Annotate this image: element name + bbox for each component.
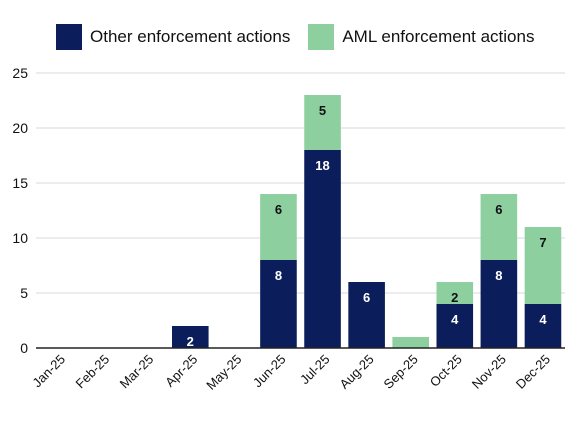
- bar-other: [260, 260, 297, 348]
- data-label-aml: 5: [319, 103, 326, 118]
- bar-other: [480, 260, 518, 348]
- bar-aml: [260, 194, 297, 260]
- data-label-other: 4: [451, 312, 459, 327]
- bar-aml: [436, 282, 474, 304]
- x-tick-label: Oct-25: [427, 352, 465, 390]
- x-tick-label: Apr-25: [162, 352, 200, 390]
- data-label-other: 2: [187, 334, 194, 349]
- y-tick-label: 10: [12, 230, 28, 246]
- bar-other: [304, 150, 341, 348]
- legend-label-other: Other enforcement actions: [90, 27, 291, 46]
- x-tick-label: Jan-25: [29, 352, 68, 391]
- y-tick-label: 0: [20, 340, 28, 356]
- bar-other: [348, 282, 385, 348]
- bar-other: [171, 326, 209, 348]
- legend-item-aml: AML enforcement actions: [308, 24, 534, 50]
- bar-other: [436, 304, 474, 348]
- data-label-other: 8: [495, 268, 502, 283]
- x-tick-label: Sep-25: [381, 352, 421, 392]
- data-label-aml: 7: [539, 235, 546, 250]
- bar-other: [524, 304, 562, 348]
- x-tick-label: Nov-25: [469, 352, 509, 392]
- legend-swatch-other: [56, 24, 82, 50]
- y-tick-label: 25: [12, 65, 28, 81]
- x-tick-label: Jul-25: [297, 352, 333, 388]
- x-tick-label: Dec-25: [513, 352, 553, 392]
- data-label-other: 18: [315, 158, 329, 173]
- bar-aml: [304, 95, 341, 150]
- x-tick-label: Jun-25: [250, 352, 289, 391]
- chart-legend: Other enforcement actions AML enforcemen…: [56, 24, 534, 50]
- bar-aml: [524, 227, 562, 304]
- data-label-aml: 6: [275, 202, 282, 217]
- x-tick-label: May-25: [203, 352, 244, 393]
- data-label-other: 6: [363, 290, 370, 305]
- y-tick-label: 20: [12, 120, 28, 136]
- x-tick-label: Mar-25: [117, 352, 157, 392]
- legend-swatch-aml: [308, 24, 335, 50]
- y-tick-label: 15: [12, 175, 28, 191]
- y-tick-label: 5: [20, 285, 28, 301]
- bar-aml: [480, 194, 518, 260]
- x-tick-label: Feb-25: [73, 352, 113, 392]
- legend-item-other: Other enforcement actions: [56, 24, 290, 50]
- data-label-other: 8: [275, 268, 282, 283]
- legend-label-aml: AML enforcement actions: [342, 27, 535, 46]
- data-label-aml: 6: [495, 202, 502, 217]
- data-label-aml: 2: [451, 290, 458, 305]
- x-tick-label: Aug-25: [336, 352, 376, 392]
- bar-aml: [392, 337, 430, 348]
- data-label-other: 4: [539, 312, 547, 327]
